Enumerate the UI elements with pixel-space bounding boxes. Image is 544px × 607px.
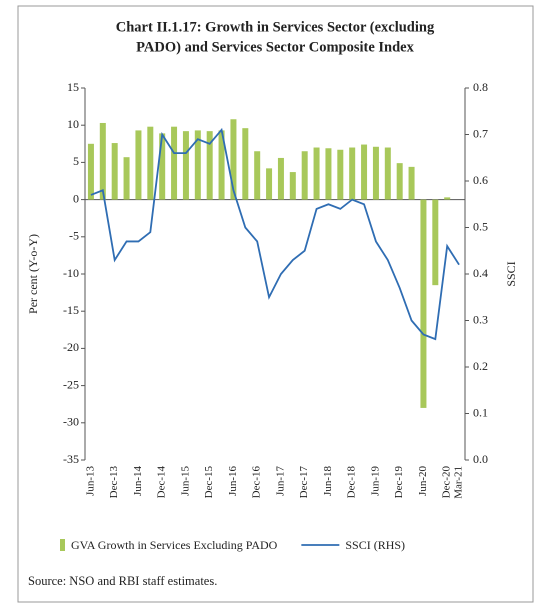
bar	[182, 131, 189, 200]
bar	[313, 147, 320, 200]
chart-title: Chart II.1.17: Growth in Services Sector…	[116, 19, 435, 35]
bar	[266, 168, 273, 200]
line	[90, 127, 460, 341]
bar	[147, 126, 154, 200]
source: Source: NSO and RBI staff estimates.	[28, 574, 217, 588]
x-tick-label: Jun-13	[84, 466, 96, 496]
bar	[206, 131, 213, 200]
x-tick-label: Dec-18	[346, 466, 358, 499]
bar	[372, 146, 379, 200]
y-tick-label: -35	[63, 452, 79, 466]
y2-tick-label: 0.3	[473, 312, 488, 326]
y-tick-label: 10	[67, 117, 79, 131]
x-tick-label: Dec-13	[108, 466, 120, 499]
x-tick-label: Jun-17	[274, 466, 286, 496]
frame	[17, 5, 534, 603]
x-tick-label: Jun-14	[132, 466, 144, 496]
bar	[135, 130, 142, 200]
y2-axis-label: SSCI	[504, 261, 518, 286]
x-tick-label: Jun-16	[227, 466, 239, 496]
y2-tick-label: 0.2	[473, 359, 488, 373]
bar	[123, 157, 130, 200]
x-tick-label: Mar-21	[453, 466, 465, 499]
bar	[432, 199, 439, 286]
x-tick-label: Jun-18	[322, 466, 334, 496]
y2-tick-label: 0.4	[473, 266, 488, 280]
bar	[277, 157, 284, 200]
x-tick-label: Jun-20	[417, 466, 429, 496]
x-tick-label: Dec-14	[156, 466, 168, 499]
bar	[301, 151, 308, 200]
legend-label: GVA Growth in Services Excluding PADO	[71, 538, 278, 552]
bar	[230, 119, 237, 200]
y2-tick-label: 0.7	[473, 126, 488, 140]
bar	[289, 172, 296, 200]
bar	[325, 148, 332, 200]
x-tick-label: Dec-15	[203, 466, 215, 499]
y-tick-label: 15	[67, 80, 79, 94]
y-tick-label: -5	[69, 229, 79, 243]
bar	[408, 166, 415, 200]
y-tick-label: -20	[63, 340, 79, 354]
bar	[111, 143, 118, 200]
y-tick-label: 5	[73, 154, 79, 168]
y2-tick-label: 0.6	[473, 173, 488, 187]
y-axis-label: Per cent (Y-o-Y)	[26, 234, 40, 314]
bar	[99, 122, 106, 200]
legend-label: SSCI (RHS)	[345, 538, 405, 552]
y-tick-label: -15	[63, 303, 79, 317]
x-tick-label: Dec-16	[251, 466, 263, 499]
y2-tick-label: 0.1	[473, 405, 488, 419]
bar	[420, 199, 427, 408]
bar	[194, 130, 201, 200]
bar	[396, 163, 403, 200]
bar	[444, 197, 451, 200]
x-tick-label: Dec-19	[393, 466, 405, 499]
x-tick-label: Dec-17	[298, 466, 310, 499]
y2-tick-label: 0.0	[473, 452, 488, 466]
legend-swatch	[60, 539, 65, 551]
chart-title: PADO) and Services Sector Composite Inde…	[136, 39, 415, 55]
bar	[349, 147, 356, 200]
x-tick-label: Jun-15	[179, 466, 191, 496]
y-tick-label: -10	[63, 266, 79, 280]
bar	[87, 143, 94, 200]
x-tick-label: Dec-20	[441, 466, 453, 499]
bar	[337, 149, 344, 200]
y2-tick-label: 0.5	[473, 219, 488, 233]
y-tick-label: -25	[63, 377, 79, 391]
y-tick-label: 0	[73, 191, 79, 205]
y-tick-label: -30	[63, 415, 79, 429]
bar	[159, 133, 166, 200]
bar	[171, 126, 178, 200]
bar	[218, 130, 225, 200]
bar	[361, 144, 368, 200]
bar	[242, 128, 249, 200]
bar	[384, 147, 391, 200]
y2-tick-label: 0.8	[473, 80, 488, 94]
x-tick-label: Jun-19	[369, 466, 381, 496]
bar	[254, 151, 261, 200]
